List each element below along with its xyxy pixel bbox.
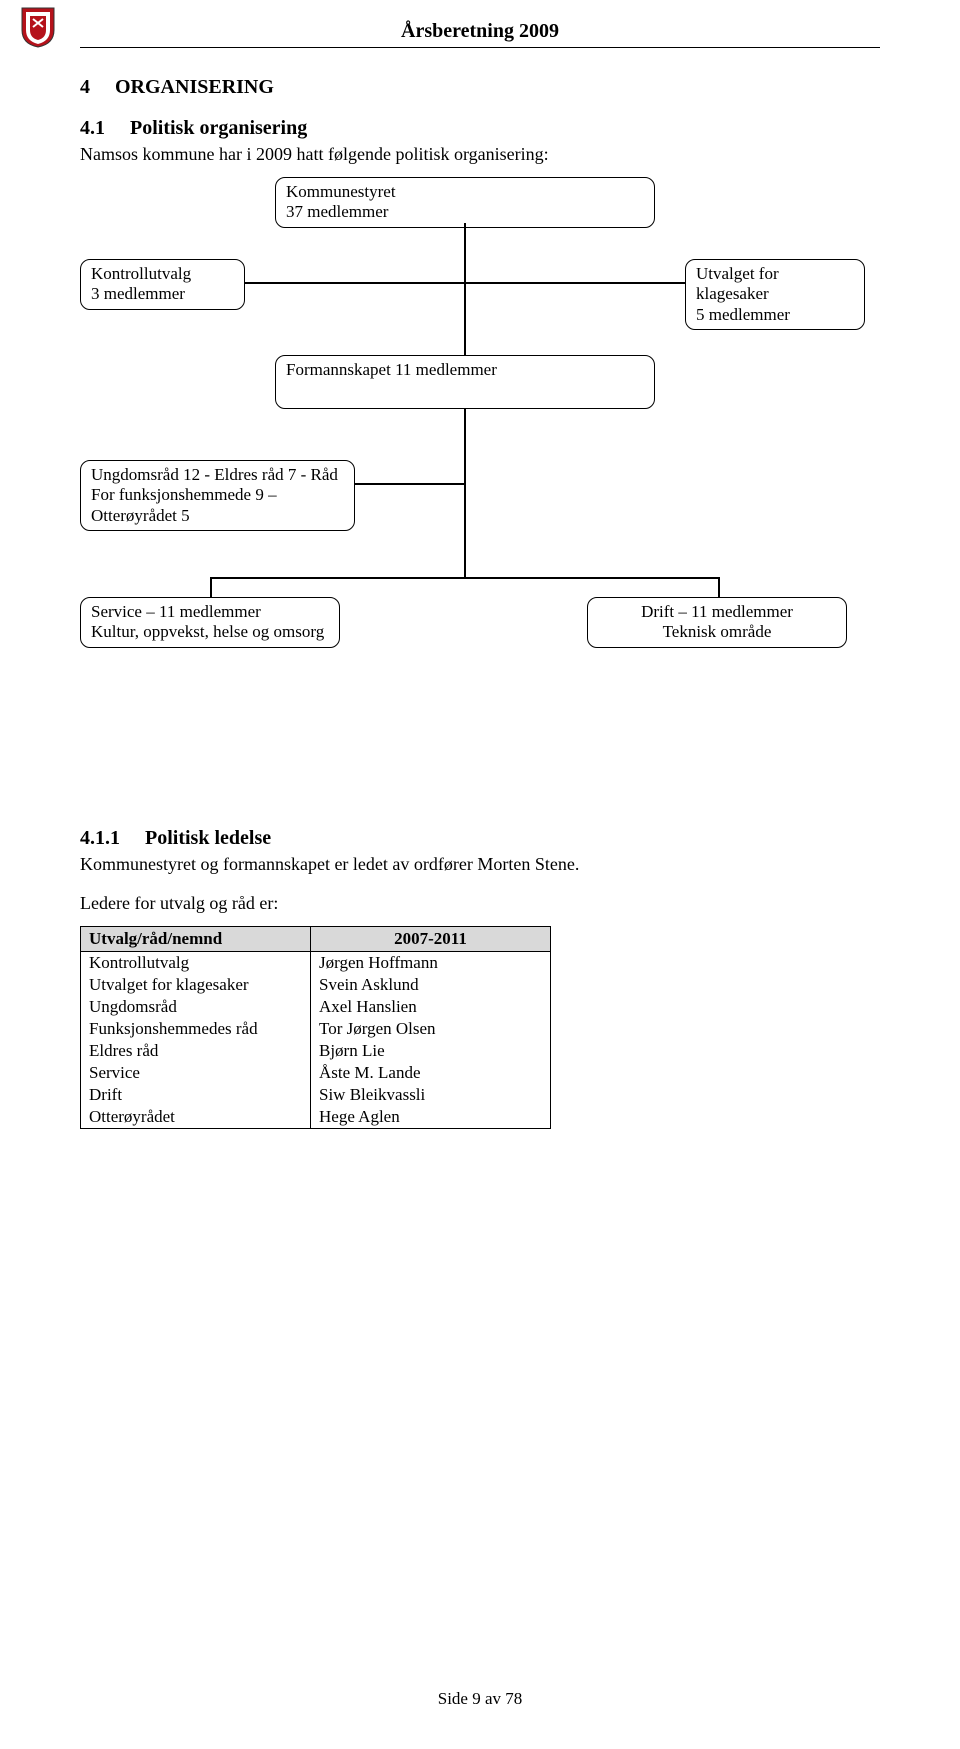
node-klagesaker-l2: 5 medlemmer xyxy=(696,305,854,325)
leaders-leder: Jørgen Hoffmann xyxy=(311,952,551,975)
node-ungdomsrad-l1: Ungdomsråd 12 - Eldres råd 7 - Råd xyxy=(91,465,344,485)
leaders-leder: Åste M. Lande xyxy=(311,1062,551,1084)
table-row: DriftSiw Bleikvassli xyxy=(81,1084,551,1106)
leaders-utvalg: Eldres råd xyxy=(81,1040,311,1062)
leaders-leder: Tor Jørgen Olsen xyxy=(311,1018,551,1040)
table-row: Utvalget for klagesakerSvein Asklund xyxy=(81,974,551,996)
politisk-ledelse-title: 4.1.1 Politisk ledelse xyxy=(80,827,880,850)
node-kommunestyret: Kommunestyret 37 medlemmer xyxy=(275,177,655,228)
pl-text: Kommunestyret og formannskapet er ledet … xyxy=(80,854,880,875)
chart-line xyxy=(464,223,466,355)
chart-line xyxy=(245,282,685,284)
table-row: OtterøyrådetHege Aglen xyxy=(81,1106,551,1129)
leaders-th-1-text: Utvalg/råd/nemnd xyxy=(89,929,222,948)
table-row: ServiceÅste M. Lande xyxy=(81,1062,551,1084)
chart-line xyxy=(210,577,212,597)
pl-title: Politisk ledelse xyxy=(145,827,271,849)
pl-number: 4.1.1 xyxy=(80,827,120,849)
leaders-utvalg: Drift xyxy=(81,1084,311,1106)
node-formannskapet-l1: Formannskapet 11 medlemmer xyxy=(286,360,644,380)
node-drift: Drift – 11 medlemmer Teknisk område xyxy=(587,597,847,648)
chart-line xyxy=(210,577,720,579)
leaders-th-2: 2007-2011 xyxy=(311,927,551,952)
node-formannskapet: Formannskapet 11 medlemmer xyxy=(275,355,655,409)
table-row: Eldres rådBjørn Lie xyxy=(81,1040,551,1062)
chart-line xyxy=(718,577,720,597)
leaders-leder: Bjørn Lie xyxy=(311,1040,551,1062)
subsection-intro: Namsos kommune har i 2009 hatt følgende … xyxy=(80,144,880,165)
node-ungdomsrad-l2: For funksjonshemmede 9 – Otterøyrådet 5 xyxy=(91,485,344,526)
section-title: 4 ORGANISERING xyxy=(80,76,880,99)
leaders-utvalg: Service xyxy=(81,1062,311,1084)
node-service-l1: Service – 11 medlemmer xyxy=(91,602,329,622)
node-kontrollutvalg: Kontrollutvalg 3 medlemmer xyxy=(80,259,245,310)
chart-line xyxy=(354,483,466,485)
leaders-utvalg: Kontrollutvalg xyxy=(81,952,311,975)
page-footer: Side 9 av 78 xyxy=(80,1689,880,1709)
node-drift-l2: Teknisk område xyxy=(598,622,836,642)
node-service-l2: Kultur, oppvekst, helse og omsorg xyxy=(91,622,329,642)
leaders-intro: Ledere for utvalg og råd er: xyxy=(80,893,880,914)
leaders-leder: Axel Hanslien xyxy=(311,996,551,1018)
node-kommunestyret-l1: Kommunestyret xyxy=(286,182,644,202)
node-service: Service – 11 medlemmer Kultur, oppvekst,… xyxy=(80,597,340,648)
table-row: Funksjonshemmedes rådTor Jørgen Olsen xyxy=(81,1018,551,1040)
shield-icon xyxy=(20,6,56,48)
leaders-utvalg: Funksjonshemmedes råd xyxy=(81,1018,311,1040)
node-klagesaker: Utvalget for klagesaker 5 medlemmer xyxy=(685,259,865,330)
table-row: KontrollutvalgJørgen Hoffmann xyxy=(81,952,551,975)
node-kommunestyret-l2: 37 medlemmer xyxy=(286,202,644,222)
section-number: 4 xyxy=(80,76,90,98)
leaders-utvalg: Otterøyrådet xyxy=(81,1106,311,1129)
header-title: Årsberetning 2009 xyxy=(401,20,559,42)
node-kontrollutvalg-l2: 3 medlemmer xyxy=(91,284,234,304)
subsection-title: 4.1 Politisk organisering xyxy=(80,117,880,140)
subsection-name: Politisk organisering xyxy=(130,117,307,139)
leaders-leder: Hege Aglen xyxy=(311,1106,551,1129)
page: Årsberetning 2009 4 ORGANISERING 4.1 Pol… xyxy=(0,0,960,1749)
section-name: ORGANISERING xyxy=(115,76,274,98)
leaders-table: Utvalg/råd/nemnd 2007-2011 Kontrollutval… xyxy=(80,926,551,1129)
node-ungdomsrad: Ungdomsråd 12 - Eldres råd 7 - Råd For f… xyxy=(80,460,355,531)
node-drift-l1: Drift – 11 medlemmer xyxy=(598,602,836,622)
leaders-leder: Svein Asklund xyxy=(311,974,551,996)
node-kontrollutvalg-l1: Kontrollutvalg xyxy=(91,264,234,284)
leaders-th-2-text: 2007-2011 xyxy=(394,929,467,948)
leaders-th-1: Utvalg/råd/nemnd xyxy=(81,927,311,952)
org-chart: Kommunestyret 37 medlemmer Kontrollutval… xyxy=(80,177,860,797)
chart-line xyxy=(464,409,466,577)
leaders-leder: Siw Bleikvassli xyxy=(311,1084,551,1106)
subsection-number: 4.1 xyxy=(80,117,105,139)
node-klagesaker-l1: Utvalget for klagesaker xyxy=(696,264,854,305)
leaders-utvalg: Utvalget for klagesaker xyxy=(81,974,311,996)
leaders-utvalg: Ungdomsråd xyxy=(81,996,311,1018)
page-header: Årsberetning 2009 xyxy=(80,20,880,48)
table-row: UngdomsrådAxel Hanslien xyxy=(81,996,551,1018)
